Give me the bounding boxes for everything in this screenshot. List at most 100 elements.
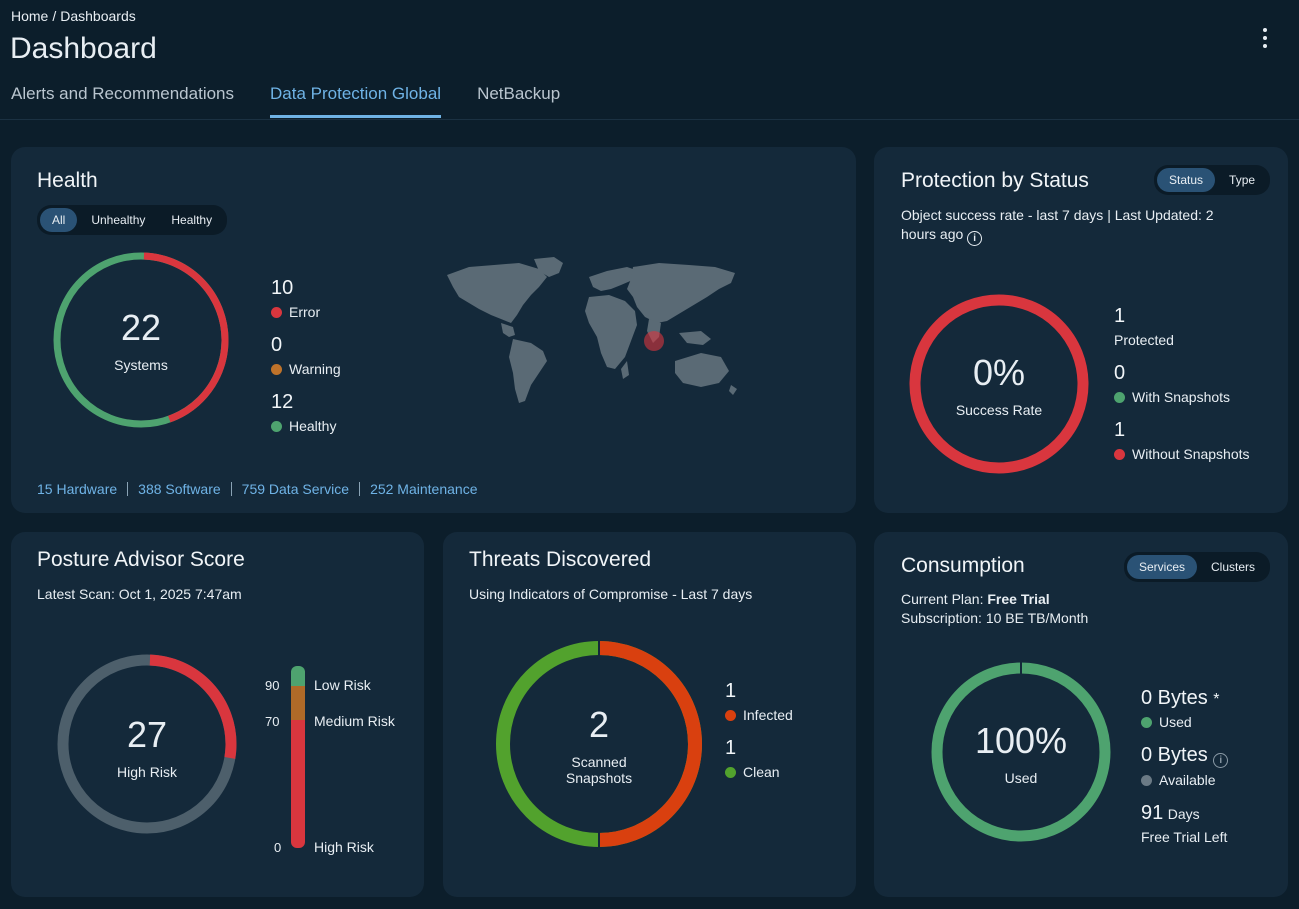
tab-alerts-and-recommendations[interactable]: Alerts and Recommendations (11, 84, 235, 103)
success-rate-value: 0% (972, 352, 1026, 393)
breadcrumb: Home / Dashboards (11, 8, 140, 24)
protection-legend: 1 Protected 0 With Snapshots 1 Without S… (1114, 305, 1250, 462)
consumption-percent-label: Used (1004, 770, 1038, 786)
protected-label: Protected (1114, 332, 1174, 348)
risk-scale-low-label: Low Risk (314, 677, 371, 693)
health-filter: All Unhealthy Healthy (37, 205, 228, 235)
consumption-card: Consumption Services Clusters Current Pl… (874, 532, 1288, 897)
breadcrumb-separator: / (52, 8, 57, 24)
available-label: Available (1159, 772, 1216, 788)
health-total-label: Systems (114, 357, 168, 373)
posture-score: 27 (126, 714, 168, 755)
more-options-icon[interactable] (1256, 26, 1274, 50)
threats-total-label-1: Scanned (571, 754, 627, 770)
health-warning-label: Warning (289, 361, 341, 377)
protection-subtitle: Object success rate - last 7 days | Last… (901, 206, 1261, 246)
plan-prefix: Current Plan: (901, 591, 988, 607)
risk-scale-high-label: High Risk (314, 839, 374, 855)
risk-scale-bar (291, 666, 305, 848)
used-dot (1141, 716, 1152, 728)
consumption-toggle-services[interactable]: Services (1127, 555, 1198, 579)
consumption-title: Consumption (901, 554, 1025, 577)
trial-days-unit: Days (1167, 806, 1200, 822)
threats-card: Threats Discovered Using Indicators of C… (443, 532, 856, 897)
health-healthy-label: Healthy (289, 418, 337, 434)
protection-title: Protection by Status (901, 169, 1089, 192)
posture-title: Posture Advisor Score (37, 548, 245, 571)
health-error-count: 10 (271, 277, 294, 299)
breadcrumb-current[interactable]: Dashboards (60, 8, 136, 24)
maintenance-link[interactable]: 252 Maintenance (370, 481, 478, 497)
threats-total: 2 (588, 704, 610, 745)
clean-label: Clean (743, 764, 780, 780)
consumption-legend: 0 Bytes * Used 0 Bytes i Available 91 Da… (1141, 687, 1229, 845)
threats-legend: 1 Infected 1 Clean (725, 680, 793, 780)
health-card: Health All Unhealthy Healthy 22 Systems … (11, 147, 856, 513)
available-info-icon[interactable]: i (1213, 753, 1229, 768)
map-location-marker (644, 331, 664, 351)
risk-scale-0: 0 (274, 840, 282, 855)
breadcrumb-home[interactable]: Home (11, 8, 49, 24)
page-title: Dashboard (10, 32, 157, 65)
without-snapshots-count: 1 (1114, 419, 1126, 441)
risk-scale-90: 90 (265, 678, 280, 693)
infected-count: 1 (725, 680, 737, 702)
consumption-percent: 100% (974, 720, 1068, 761)
protection-toggle-type[interactable]: Type (1229, 173, 1256, 187)
subscription: Subscription: 10 BE TB/Month (901, 610, 1089, 626)
error-dot (271, 306, 282, 318)
tabs-divider (0, 119, 1299, 120)
tab-netbackup[interactable]: NetBackup (477, 84, 561, 103)
posture-card: Posture Advisor Score Latest Scan: Oct 1… (11, 532, 424, 897)
available-bytes: 0 Bytes (1141, 744, 1208, 766)
tab-bar: Alerts and Recommendations Data Protecti… (11, 84, 560, 118)
health-legend: 10 Error 0 Warning 12 Healthy (271, 277, 341, 434)
health-donut (53, 252, 229, 428)
trial-days: 91 (1141, 802, 1164, 824)
posture-score-label: High Risk (117, 764, 177, 780)
success-rate-label: Success Rate (955, 402, 1043, 418)
health-filter-all[interactable]: All (40, 208, 78, 232)
infected-label: Infected (743, 707, 793, 723)
health-warning-count: 0 (271, 334, 283, 356)
info-icon[interactable]: i (967, 231, 983, 246)
trial-days-label: Free Trial Left (1141, 829, 1228, 845)
consumption-plan: Current Plan: Free Trial Subscription: 1… (901, 590, 1088, 628)
threats-subtitle: Using Indicators of Compromise - Last 7 … (469, 586, 753, 602)
hardware-link[interactable]: 15 Hardware (37, 481, 118, 497)
protection-card: Protection by Status Status Type Object … (874, 147, 1288, 513)
posture-donut (57, 654, 237, 834)
protection-toggle-status[interactable]: Status (1157, 168, 1216, 192)
used-label: Used (1159, 714, 1192, 730)
available-dot (1141, 774, 1152, 786)
threats-donut (496, 640, 702, 848)
tab-data-protection-global[interactable]: Data Protection Global (270, 84, 442, 118)
clean-dot (725, 766, 736, 778)
used-bytes: 0 Bytes (1141, 687, 1208, 709)
without-snapshots-label: Without Snapshots (1132, 446, 1250, 462)
health-title: Health (37, 169, 98, 192)
risk-scale-70: 70 (265, 714, 280, 729)
world-map[interactable] (439, 257, 739, 407)
health-filter-healthy[interactable]: Healthy (171, 213, 213, 227)
protected-count: 1 (1114, 305, 1126, 327)
software-link[interactable]: 388 Software (138, 481, 221, 497)
consumption-toggle: Services Clusters (1124, 552, 1271, 582)
without-snapshots-dot (1114, 448, 1125, 460)
warning-dot (271, 363, 282, 375)
protection-subtitle-line1: Object success rate - last 7 days | Last… (901, 207, 1214, 223)
consumption-toggle-clusters[interactable]: Clusters (1211, 560, 1256, 574)
healthy-dot (271, 420, 282, 432)
health-healthy-count: 12 (271, 391, 294, 413)
risk-scale-medium-label: Medium Risk (314, 713, 395, 729)
with-snapshots-dot (1114, 391, 1125, 403)
threats-title: Threats Discovered (469, 548, 652, 571)
data-service-link[interactable]: 759 Data Service (241, 481, 350, 497)
health-links: 15 Hardware 388 Software 759 Data Servic… (37, 481, 477, 497)
posture-subtitle: Latest Scan: Oct 1, 2025 7:47am (37, 586, 242, 602)
health-filter-unhealthy[interactable]: Unhealthy (91, 213, 146, 227)
infected-dot (725, 709, 736, 721)
health-total: 22 (120, 307, 162, 348)
health-error-label: Error (289, 304, 321, 320)
success-rate-donut (909, 294, 1089, 474)
